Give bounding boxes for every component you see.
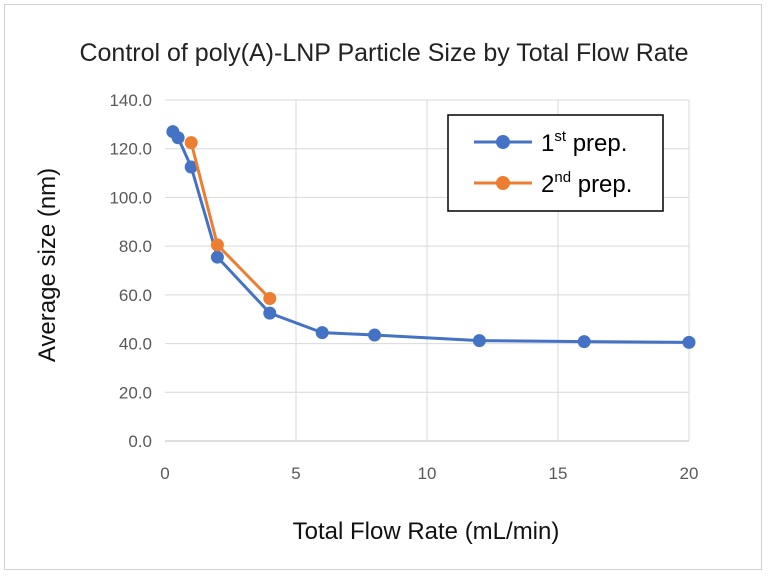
x-axis-label: Total Flow Rate (mL/min) [293,518,560,545]
chart-frame: Control of poly(A)-LNP Particle Size by … [4,4,762,570]
y-tick-label: 0.0 [128,432,152,451]
legend-label: 2nd prep. [541,169,632,198]
data-point [315,326,329,340]
x-tick-label: 20 [680,464,699,483]
data-point [171,131,185,145]
series-1 [166,125,696,349]
data-point [184,136,198,150]
x-tick-label: 5 [291,464,300,483]
legend: 1st prep. 2nd prep. [447,114,664,212]
y-tick-label: 40.0 [119,335,152,354]
series-line [189,141,272,300]
data-point [577,335,591,349]
series-line [171,130,691,344]
y-tick-label: 80.0 [119,237,152,256]
legend-marker [496,135,510,149]
data-point [368,328,382,342]
y-axis-ticks: 0.0 20.0 40.0 60.0 80.0 100.0 120.0 140.0 [109,91,152,451]
data-point [210,238,224,252]
y-tick-label: 140.0 [109,91,152,110]
series-layer [166,125,696,349]
legend-box [447,114,664,212]
data-point [263,306,277,320]
legend-item: 2nd prep. [474,169,632,198]
y-tick-label: 20.0 [119,383,152,402]
data-point [472,334,486,348]
legend-marker [496,176,510,190]
line-chart: Control of poly(A)-LNP Particle Size by … [34,39,698,545]
data-point [263,292,277,306]
series-2 [184,136,277,306]
legend-item: 1st prep. [474,128,627,157]
data-point [210,250,224,264]
x-tick-label: 15 [549,464,568,483]
y-tick-label: 60.0 [119,286,152,305]
x-tick-label: 0 [160,464,169,483]
y-tick-label: 100.0 [109,188,152,207]
chart-title: Control of poly(A)-LNP Particle Size by … [79,39,688,67]
data-point [184,160,198,174]
y-axis-label: Average size (nm) [34,168,61,362]
data-point [682,335,696,349]
legend-label: 1st prep. [541,128,627,157]
y-tick-label: 120.0 [109,140,152,159]
x-axis-ticks: 0 5 10 15 20 [160,464,698,483]
x-tick-label: 10 [418,464,437,483]
